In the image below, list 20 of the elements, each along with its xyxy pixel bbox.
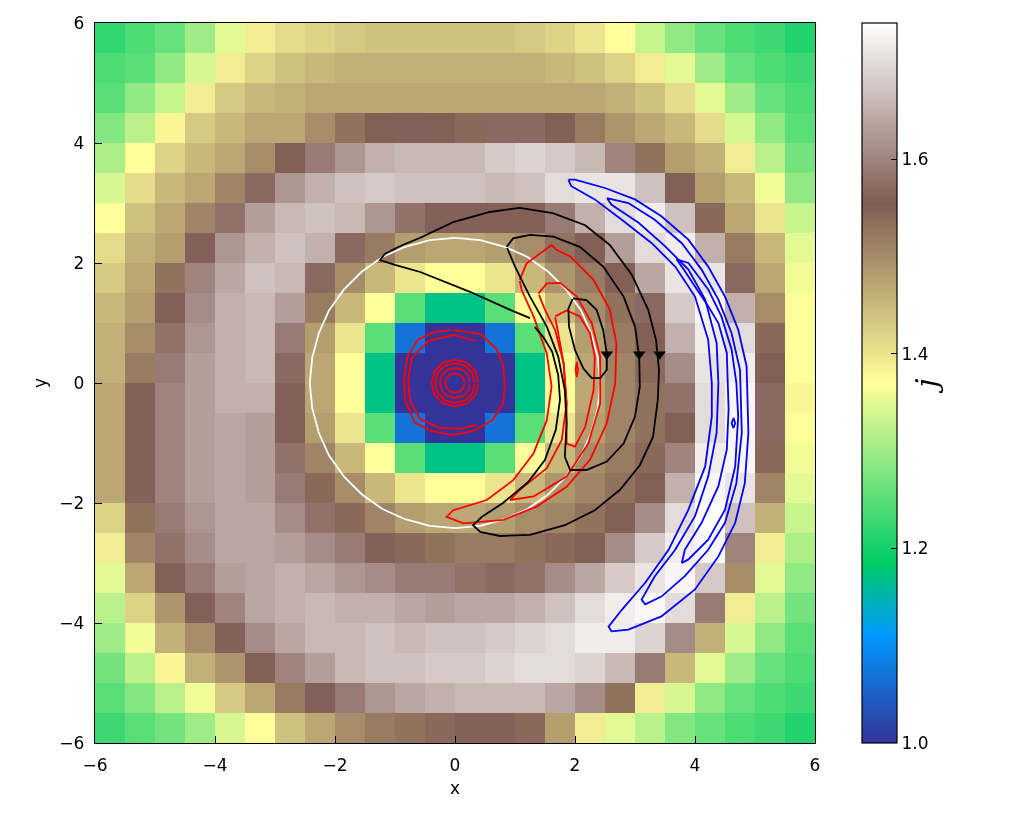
color-bar-title: j bbox=[908, 378, 944, 394]
color-bar-label: 1.6 bbox=[901, 149, 929, 170]
y-tick-label: 4 bbox=[73, 132, 85, 153]
x-tick-label: 0 bbox=[449, 754, 461, 775]
y-tick-label: 6 bbox=[73, 12, 85, 33]
y-axis-title: y bbox=[29, 377, 50, 389]
x-tick-label: 4 bbox=[689, 754, 701, 775]
y-tick-label: −2 bbox=[59, 492, 85, 513]
y-tick-label: −4 bbox=[59, 612, 85, 633]
x-axis-title: x bbox=[449, 777, 461, 798]
x-tick-label: −4 bbox=[202, 754, 228, 775]
color-bar-label: 1.2 bbox=[901, 538, 929, 559]
y-tick-label: 0 bbox=[73, 372, 85, 393]
x-tick-label: 2 bbox=[569, 754, 581, 775]
x-tick-label: −2 bbox=[322, 754, 348, 775]
y-tick-label: 2 bbox=[73, 252, 85, 273]
y-tick-label: −6 bbox=[59, 732, 85, 753]
color-bar-label: 1.4 bbox=[901, 343, 929, 364]
x-tick-label: 6 bbox=[809, 754, 821, 775]
color-bar-label: 1.0 bbox=[901, 732, 929, 753]
